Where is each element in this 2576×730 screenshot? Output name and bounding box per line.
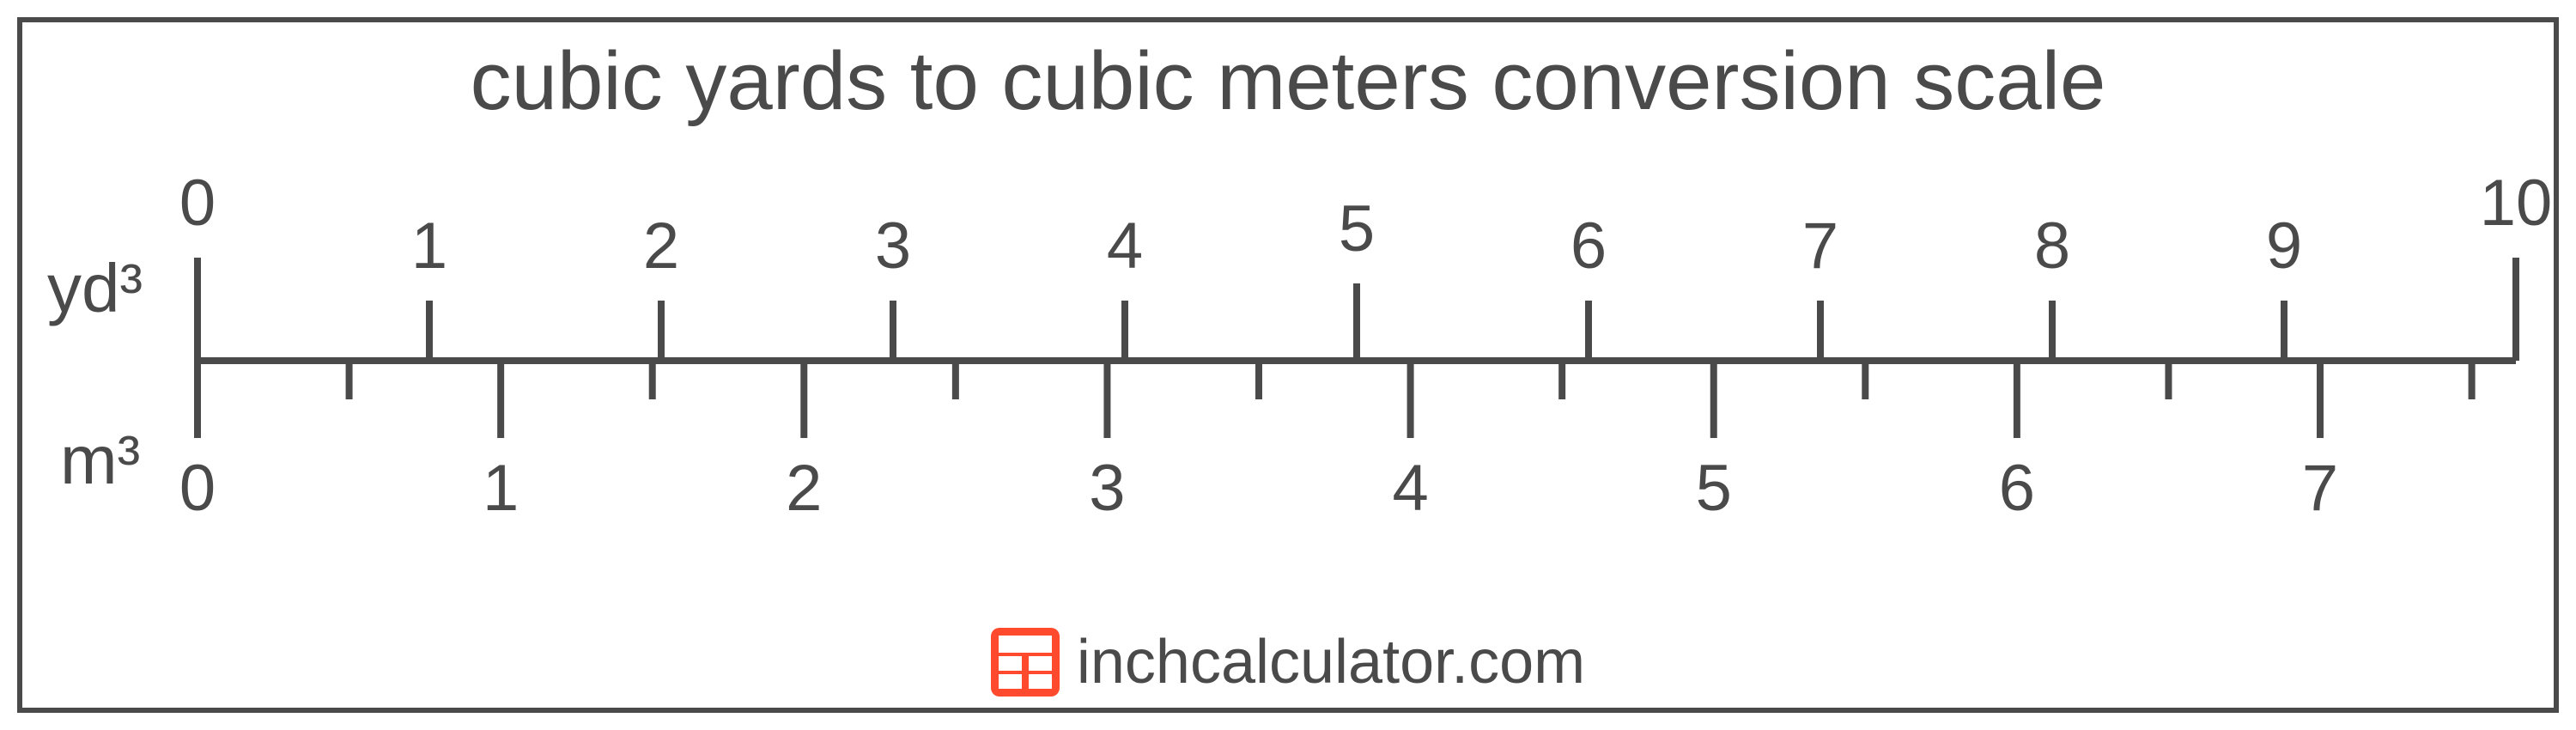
tick-label: 3 — [875, 209, 911, 283]
tick-label: 7 — [1802, 209, 1838, 283]
tick-label: 6 — [1571, 209, 1607, 283]
logo-cell — [999, 656, 1022, 671]
tick-label: 2 — [786, 451, 822, 526]
tick-label: 5 — [1696, 451, 1732, 526]
logo-cell — [999, 674, 1022, 689]
tick-label: 3 — [1089, 451, 1125, 526]
logo-cell — [1029, 656, 1052, 671]
tick-label: 1 — [483, 451, 519, 526]
tick-label: 6 — [1999, 451, 2035, 526]
tick-label: 0 — [179, 451, 216, 526]
tick-label: 9 — [2266, 209, 2302, 283]
logo-cell — [999, 636, 1052, 653]
tick-label: 7 — [2302, 451, 2338, 526]
tick-label: 4 — [1107, 209, 1143, 283]
calculator-icon — [991, 628, 1060, 697]
logo-cell — [1029, 674, 1052, 689]
tick-label: 1 — [411, 209, 447, 283]
tick-label: 10 — [2480, 166, 2553, 240]
tick-label: 5 — [1339, 192, 1375, 266]
footer-text: inchcalculator.com — [1077, 627, 1585, 697]
tick-label: 0 — [179, 166, 216, 240]
tick-labels-layer: 0 1 2 3 4 5 6 7 8 9 10 0 1 2 3 4 5 6 7 — [0, 0, 2576, 730]
footer: inchcalculator.com — [0, 627, 2576, 697]
tick-label: 2 — [643, 209, 679, 283]
tick-label: 8 — [2034, 209, 2070, 283]
tick-label: 4 — [1392, 451, 1428, 526]
